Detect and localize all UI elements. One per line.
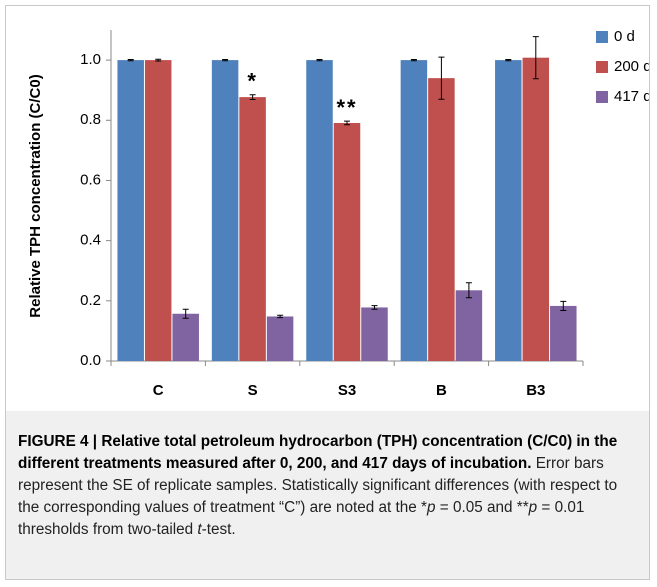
bar bbox=[400, 60, 428, 361]
x-tick-label: C bbox=[153, 382, 164, 399]
legend-swatch bbox=[596, 91, 608, 103]
caption-text: -test. bbox=[201, 521, 236, 538]
bar bbox=[361, 307, 388, 361]
y-tick-label: 0.4 bbox=[80, 232, 101, 249]
error-bar bbox=[438, 56, 445, 100]
bar bbox=[211, 60, 239, 361]
bar bbox=[455, 290, 483, 361]
error-bar bbox=[277, 314, 284, 319]
figure: Relative TPH concentration (C/C0) 0.0 0.2… bbox=[5, 5, 650, 580]
bar bbox=[172, 313, 199, 361]
bar bbox=[306, 60, 333, 361]
caption-text: = 0.05 and ** bbox=[435, 499, 529, 516]
y-tick-label: 0.0 bbox=[80, 352, 101, 369]
error-bar bbox=[344, 120, 350, 126]
error-bar bbox=[249, 94, 256, 101]
significance-label: ** bbox=[336, 95, 357, 120]
caption-text: = 0.01 thresholds from two-tailed bbox=[18, 499, 585, 538]
bar bbox=[239, 97, 266, 362]
x-tick-label: B bbox=[436, 382, 447, 399]
x-tick-label: S3 bbox=[338, 382, 356, 399]
bar bbox=[333, 122, 361, 361]
error-bar bbox=[410, 58, 417, 62]
y-tick-label: 0.6 bbox=[80, 171, 101, 188]
error-bar bbox=[560, 300, 567, 311]
x-tick-label: S bbox=[248, 382, 258, 399]
error-bar bbox=[222, 58, 229, 62]
error-bar bbox=[155, 58, 162, 62]
caption-text: Error bars represent the SE of replicate… bbox=[18, 455, 618, 516]
error-bar bbox=[532, 36, 539, 80]
bar bbox=[117, 60, 144, 361]
legend-swatch bbox=[596, 31, 608, 43]
bar bbox=[266, 316, 294, 361]
caption-text: t bbox=[197, 521, 202, 538]
y-axis-label: Relative TPH concentration (C/C0) bbox=[27, 74, 44, 317]
legend-label: 200 d bbox=[614, 58, 649, 75]
caption-text: p bbox=[427, 499, 436, 516]
caption-title: FIGURE 4 | Relative total petroleum hydr… bbox=[18, 433, 618, 472]
error-bar bbox=[316, 58, 323, 62]
x-tick-label: B3 bbox=[526, 382, 545, 399]
chart: Relative TPH concentration (C/C0) 0.0 0.2… bbox=[27, 28, 649, 399]
legend-label: 0 d bbox=[614, 28, 635, 45]
caption: FIGURE 4 | Relative total petroleum hydr… bbox=[6, 411, 649, 579]
legend-swatch bbox=[596, 61, 608, 73]
bar bbox=[550, 305, 577, 361]
legend-label: 417 d bbox=[614, 88, 649, 105]
bar bbox=[495, 60, 522, 361]
y-tick-label: 0.2 bbox=[80, 292, 101, 309]
bar bbox=[144, 60, 172, 361]
y-tick-label: 1.0 bbox=[80, 51, 101, 68]
error-bar bbox=[465, 282, 472, 299]
bar bbox=[522, 57, 550, 362]
bar bbox=[428, 78, 455, 362]
error-bar bbox=[127, 58, 134, 62]
error-bar bbox=[505, 58, 512, 62]
error-bar bbox=[371, 305, 378, 310]
caption-text: p bbox=[528, 499, 538, 516]
significance-label: * bbox=[247, 69, 258, 94]
y-tick-label: 0.8 bbox=[80, 111, 101, 128]
error-bar bbox=[182, 308, 189, 319]
